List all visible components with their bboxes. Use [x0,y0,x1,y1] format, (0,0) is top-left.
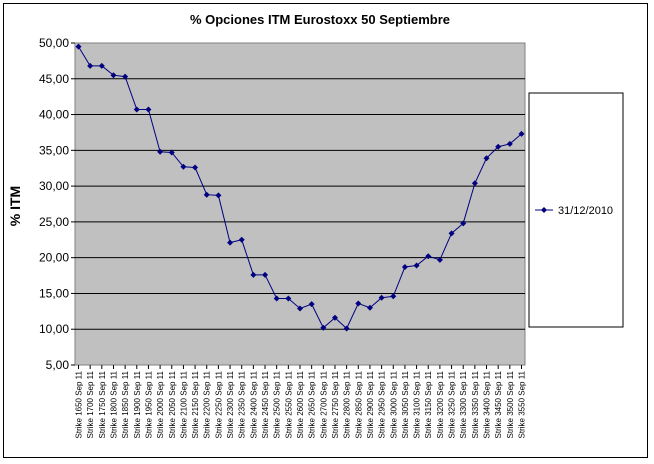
x-tick-label: Strike 2550 Sep 11 [284,370,293,438]
x-tick-label: Strike 2250 Sep 11 [214,370,223,438]
legend: 31/12/2010 [528,92,624,328]
y-tick-label: 20,00 [39,251,69,265]
x-tick-label: Strike 3450 Sep 11 [494,370,503,438]
data-point [483,155,490,162]
x-tick-label: Strike 3200 Sep 11 [436,370,445,438]
x-tick-label: Strike 3300 Sep 11 [459,370,468,438]
x-tick-label: Strike 2150 Sep 11 [191,370,200,438]
data-point [110,72,117,79]
data-point [157,148,164,155]
y-tick-label: 15,00 [39,286,69,300]
data-point [506,140,513,147]
x-tick-label: Strike 2700 Sep 11 [319,370,328,438]
plot-area [74,42,526,366]
data-point [87,62,94,69]
data-point [203,191,210,198]
x-tick-label: Strike 1850 Sep 11 [121,370,130,438]
data-point [320,324,327,331]
x-tick-label: Strike 2800 Sep 11 [343,370,352,438]
x-tick-label: Strike 1900 Sep 11 [133,370,142,438]
legend-marker [541,207,547,213]
data-point [250,271,257,278]
y-tick-label: 10,00 [39,322,69,336]
y-tick-label: 25,00 [39,215,69,229]
gridlines [75,78,525,330]
x-tick-label: Strike 2850 Sep 11 [354,370,363,438]
x-tick-label: Strike 1700 Sep 11 [86,370,95,438]
data-point [238,236,245,243]
data-point [366,304,373,311]
x-tick-label: Strike 2600 Sep 11 [296,370,305,438]
x-tick-label: Strike 2350 Sep 11 [238,370,247,438]
x-tick-label: Strike 1750 Sep 11 [98,370,107,438]
data-point [215,192,222,199]
data-point [98,62,105,69]
x-tick-label: Strike 2650 Sep 11 [308,370,317,438]
data-point [471,180,478,187]
x-axis-ticks: Strike 1650 Sep 11 Strike 1700 Sep 11 Stri… [74,365,527,438]
x-tick-label: Strike 2300 Sep 11 [226,370,235,438]
data-point [262,271,269,278]
x-tick-label: Strike 2100 Sep 11 [179,370,188,438]
x-tick-label: Strike 2450 Sep 11 [261,370,270,438]
x-tick-label: Strike 3100 Sep 11 [413,370,422,438]
chart-title: % Opciones ITM Eurostoxx 50 Septiembre [190,12,450,27]
x-tick-label: Strike 2950 Sep 11 [378,370,387,438]
data-point [285,295,292,302]
x-tick-label: Strike 3500 Sep 11 [506,370,515,438]
data-point [343,325,350,332]
data-point [331,314,338,321]
data-point [495,143,502,150]
x-tick-label: Strike 2200 Sep 11 [203,370,212,438]
data-point [192,164,199,171]
x-tick-label: Strike 1800 Sep 11 [109,370,118,438]
x-tick-label: Strike 1650 Sep 11 [74,370,83,438]
data-point [413,262,420,269]
x-tick-label: Strike 3550 Sep 11 [518,370,527,438]
data-point [355,300,362,307]
x-tick-label: Strike 3000 Sep 11 [389,370,398,438]
x-tick-label: Strike 2050 Sep 11 [168,370,177,438]
data-point [133,106,140,113]
data-point [308,301,315,308]
data-point [75,43,82,50]
x-tick-label: Strike 1950 Sep 11 [144,370,153,438]
data-point [448,230,455,237]
x-tick-label: Strike 2000 Sep 11 [156,370,165,438]
x-tick-label: Strike 3150 Sep 11 [424,370,433,438]
y-tick-label: 5,00 [46,358,70,372]
data-point [297,305,303,312]
data-point [425,253,432,260]
x-tick-label: Strike 2500 Sep 11 [273,370,282,438]
series-group [75,43,525,332]
data-point [273,295,280,302]
x-tick-label: Strike 2900 Sep 11 [366,370,375,438]
data-point [180,163,187,170]
y-axis-ticks: 5,00 10,00 15,00 20,00 25,00 30,00 35,00 40,00 4… [39,36,75,372]
y-tick-label: 35,00 [39,143,69,157]
data-point [378,294,385,301]
data-point [145,106,152,113]
x-tick-label: Strike 2750 Sep 11 [331,370,340,438]
data-point [390,293,397,300]
y-tick-label: 50,00 [39,36,69,50]
x-tick-label: Strike 3350 Sep 11 [471,370,480,438]
legend-label: 31/12/2010 [558,205,613,217]
y-tick-label: 30,00 [39,179,69,193]
y-tick-label: 45,00 [39,72,69,86]
data-point [401,263,408,270]
data-point [436,256,443,263]
data-point [227,239,234,246]
x-tick-label: Strike 3050 Sep 11 [401,370,410,438]
data-point [168,149,175,156]
data-point [122,73,129,80]
x-tick-label: Strike 2400 Sep 11 [249,370,258,438]
x-tick-label: Strike 3250 Sep 11 [448,370,457,438]
data-point [460,220,467,227]
x-tick-label: Strike 3400 Sep 11 [483,370,492,438]
y-axis-label: % ITM [7,186,23,226]
y-tick-label: 40,00 [39,108,69,122]
data-point [518,130,525,137]
